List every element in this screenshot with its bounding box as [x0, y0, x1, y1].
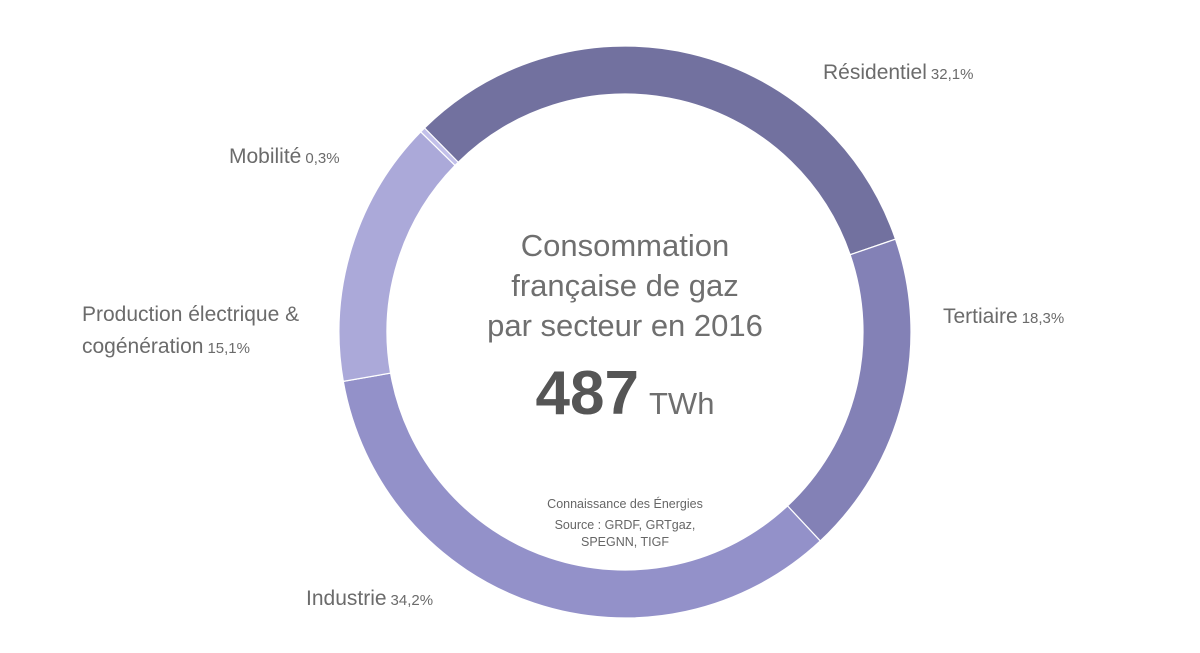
credit-text: Connaissance des Énergies	[547, 497, 703, 511]
chart-title-line-2: française de gaz	[511, 268, 739, 303]
label-industrie: Industrie 34,2%	[306, 587, 433, 611]
slice-name-mobilite: Mobilité	[229, 145, 302, 168]
label-production: Production électrique & cogénération 15,1…	[82, 300, 322, 364]
total-consumption: 487 TWh	[425, 358, 825, 429]
donut-slices	[338, 45, 912, 619]
credit-block: Connaissance des Énergies Source : GRDF,…	[525, 496, 725, 551]
chart-title-line-1: Consommation	[520, 228, 730, 263]
slice-name-tertiaire: Tertiaire	[943, 305, 1018, 328]
slice-pct-mobilite: 0,3%	[305, 150, 340, 167]
slice-2	[342, 372, 822, 619]
slice-pct-tertiaire: 18,3%	[1021, 310, 1065, 327]
total-value: 487	[535, 359, 639, 428]
source-text: Source : GRDF, GRTgaz, SPEGNN, TIGF	[554, 518, 696, 549]
slice-name-production: Production électrique & cogénération	[82, 303, 300, 358]
slice-4	[419, 127, 460, 167]
label-tertiaire: Tertiaire 18,3%	[943, 305, 1064, 329]
slice-pct-residentiel: 32,1%	[930, 66, 974, 83]
slice-name-residentiel: Résidentiel	[823, 61, 927, 84]
total-unit: TWh	[649, 386, 715, 421]
chart-title-line-3: par secteur en 2016	[487, 308, 763, 343]
slice-name-industrie: Industrie	[306, 587, 387, 610]
label-residentiel: Résidentiel 32,1%	[823, 61, 973, 85]
chart-title: Consommation française de gaz par secteu…	[425, 226, 825, 346]
slice-pct-production: 15,1%	[207, 340, 250, 357]
slice-pct-industrie: 34,2%	[390, 592, 434, 609]
label-mobilite: Mobilité 0,3%	[229, 145, 340, 169]
